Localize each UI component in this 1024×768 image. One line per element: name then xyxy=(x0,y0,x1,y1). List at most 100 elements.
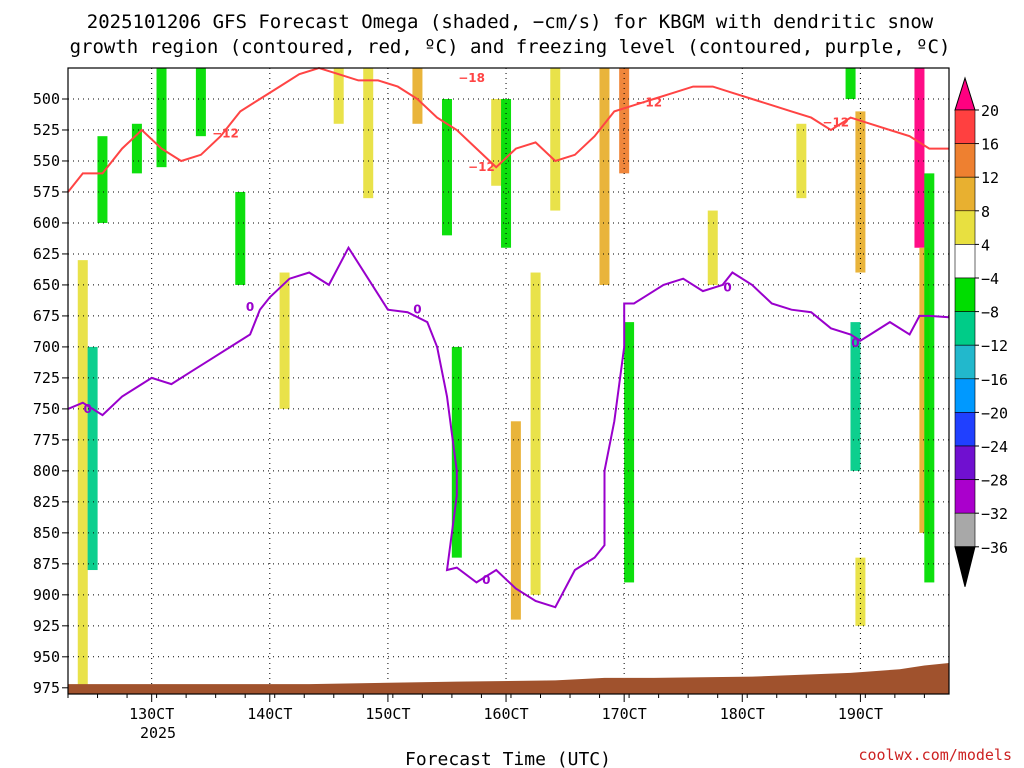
omega-cell xyxy=(235,191,246,285)
omega-cell xyxy=(363,68,374,199)
y-tick-label: 600 xyxy=(33,214,60,232)
colorbar-bottom-arrow xyxy=(954,546,976,587)
credit-link[interactable]: coolwx.com/models xyxy=(858,746,1012,764)
colorbar-label: 8 xyxy=(981,203,990,221)
colorbar-segment xyxy=(954,277,976,312)
x-axis-title: Forecast Time (UTC) xyxy=(405,749,611,768)
colorbar-label: −12 xyxy=(981,337,1008,355)
y-tick-label: 525 xyxy=(33,121,60,139)
x-tick-label: 190CT xyxy=(838,705,883,723)
omega-cell xyxy=(619,68,630,174)
omega-cell xyxy=(441,98,452,236)
colorbar-segment xyxy=(954,378,976,413)
colorbar-label: −36 xyxy=(981,539,1008,557)
y-tick-label: 975 xyxy=(33,679,60,697)
y-tick-label: 550 xyxy=(33,152,60,170)
terrain-surface xyxy=(68,663,949,694)
y-tick-label: 650 xyxy=(33,276,60,294)
x-tick-label: 130CT xyxy=(129,705,174,723)
colorbar-segment xyxy=(954,210,976,245)
freezing-level-contour xyxy=(67,245,950,609)
terrain xyxy=(68,663,949,694)
colorbar-segment xyxy=(954,512,976,548)
colorbar-segment xyxy=(954,311,976,346)
y-tick-label: 775 xyxy=(33,431,60,449)
y-tick-label: 900 xyxy=(33,586,60,604)
omega-cell xyxy=(599,68,610,285)
x-tick-label: 160CT xyxy=(483,705,528,723)
x-tick-label: 170CT xyxy=(602,705,647,723)
colorbar-label: −8 xyxy=(981,304,999,322)
y-tick-label: 700 xyxy=(33,338,60,356)
y-tick-label: 750 xyxy=(33,400,60,418)
y-axis: 500 525 550 575 600 625 650 675 700 725 750 775 800 8… xyxy=(33,90,68,697)
x-tick-label: 140CT xyxy=(247,705,292,723)
contour-label: −12 xyxy=(212,127,239,141)
colorbar-segment xyxy=(954,109,976,144)
colorbar-label: −32 xyxy=(981,505,1008,523)
omega-cell xyxy=(279,272,290,409)
contour-label: 0 xyxy=(84,402,92,416)
omega-cell xyxy=(850,322,861,471)
plot-area: 0 0 0 0 0 0 −12 −18 −12 −12 −12 xyxy=(67,66,950,695)
chart-title-line2: growth region (contoured, red, ºC) and f… xyxy=(70,36,951,58)
contour-label: −12 xyxy=(635,96,662,110)
colorbar-segment xyxy=(954,344,976,380)
chart-title-line1: 2025101206 GFS Forecast Omega (shaded, −… xyxy=(87,11,934,33)
omega-cell xyxy=(333,68,344,124)
omega-cell xyxy=(845,68,856,99)
x-tick-label: 180CT xyxy=(720,705,765,723)
omega-cell xyxy=(156,68,167,168)
colorbar-segment xyxy=(954,176,976,212)
contour-label: 0 xyxy=(246,300,254,314)
omega-cell xyxy=(87,346,98,571)
omega-cell xyxy=(451,346,462,558)
plot-frame xyxy=(67,67,950,695)
x-tick-label: 150CT xyxy=(365,705,410,723)
colorbar-segment xyxy=(954,412,976,447)
omega-cell xyxy=(855,557,866,626)
omega-cell xyxy=(412,68,423,124)
omega-cell xyxy=(77,260,88,694)
colorbar-top-arrow xyxy=(954,76,976,111)
y-tick-label: 850 xyxy=(33,524,60,542)
omega-cell xyxy=(624,322,635,583)
omega-cell xyxy=(914,68,925,248)
colorbar-label: −16 xyxy=(981,371,1008,389)
omega-cell xyxy=(855,111,866,273)
colorbar-label: 4 xyxy=(981,236,990,254)
omega-cell xyxy=(97,136,108,223)
y-tick-label: 825 xyxy=(33,493,60,511)
omega-cell xyxy=(530,272,541,595)
colorbar-segment xyxy=(954,445,976,480)
y-tick-label: 725 xyxy=(33,369,60,387)
colorbar-label: 12 xyxy=(981,169,999,187)
omega-cell xyxy=(550,68,561,211)
colorbar-label: −24 xyxy=(981,438,1008,456)
colorbar: 20 16 12 8 4 −4 −8 −12 −16 −20 −24 −28 −32 −36 xyxy=(954,76,1008,587)
omega-cell xyxy=(796,123,807,199)
colorbar-segment xyxy=(954,244,976,279)
contour-label: 0 xyxy=(723,280,731,294)
colorbar-label: 20 xyxy=(981,102,999,120)
contour-label: −12 xyxy=(822,116,849,130)
colorbar-label: −20 xyxy=(981,404,1008,422)
omega-cell xyxy=(924,173,935,583)
colorbar-label: −28 xyxy=(981,472,1008,490)
colorbar-segment xyxy=(954,143,976,178)
omega-shading xyxy=(77,68,935,694)
y-tick-label: 875 xyxy=(33,555,60,573)
contour-label: −12 xyxy=(468,160,495,174)
grid xyxy=(68,68,949,694)
colorbar-segment xyxy=(954,479,976,514)
contour-label: 0 xyxy=(413,303,421,317)
omega-cell xyxy=(131,123,142,174)
y-tick-label: 925 xyxy=(33,617,60,635)
y-tick-label: 500 xyxy=(33,90,60,108)
y-tick-label: 575 xyxy=(33,183,60,201)
omega-cell xyxy=(491,98,502,186)
year-label: 2025 xyxy=(140,724,176,742)
y-tick-label: 800 xyxy=(33,462,60,480)
contour-label: 0 xyxy=(482,573,490,587)
